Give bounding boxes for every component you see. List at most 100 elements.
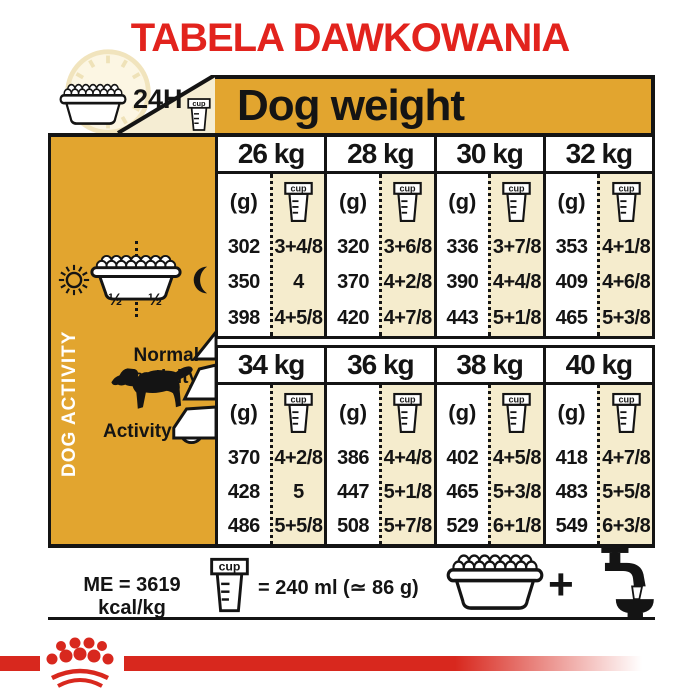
svg-text:cup: cup xyxy=(509,183,526,193)
cups-value: 4+5/8 xyxy=(274,306,323,329)
grams-value: 447 xyxy=(337,480,369,503)
crown-paw-logo xyxy=(44,636,124,688)
weight-column: (g) 302 350 398 cup 3+4/8 4 4+5/8 xyxy=(218,174,328,336)
grams-value: 386 xyxy=(337,446,369,469)
cups-value: 5+1/8 xyxy=(492,306,542,329)
grams-value: 465 xyxy=(446,480,479,503)
bowl-half-right-label: ½ xyxy=(147,290,162,309)
cups-value: 4+2/8 xyxy=(383,271,433,294)
half-half-bowl-icon: ½ ½ xyxy=(87,253,185,319)
cups-value: 3+6/8 xyxy=(383,236,433,259)
grams-subcolumn: (g) 336 390 443 xyxy=(437,174,489,336)
cups-subcolumn: cup 3+4/8 4 4+5/8 xyxy=(269,174,325,336)
cup-icon: cup xyxy=(185,97,213,132)
cups-value: 4+4/8 xyxy=(492,271,542,294)
svg-text:cup: cup xyxy=(290,183,307,193)
weight-column: (g) 320 370 420 cup 3+6/8 4+2/8 4+7/8 xyxy=(327,174,437,336)
grams-subcolumn: (g) 402 465 529 xyxy=(437,385,489,544)
weight-header-cell: 30 kg xyxy=(437,137,546,171)
weight-header-cell: 40 kg xyxy=(565,349,634,380)
red-bar-left xyxy=(0,656,40,671)
cups-value: 4+7/8 xyxy=(602,446,651,469)
grams-unit-label: (g) xyxy=(339,400,368,425)
dog-activity-sidebar: DOG ACTIVITY ½ ½ Normal activity Activit… xyxy=(48,133,218,548)
svg-text:cup: cup xyxy=(618,394,635,404)
svg-text:cup: cup xyxy=(290,394,307,404)
grams-subcolumn: (g) 370 428 486 xyxy=(218,385,270,544)
cups-subcolumn: cup 4+1/8 4+6/8 5+3/8 xyxy=(597,174,652,336)
cups-subcolumn: cup 4+4/8 5+1/8 5+7/8 xyxy=(378,385,434,544)
grams-unit-label: (g) xyxy=(448,189,477,214)
grams-value: 428 xyxy=(227,480,260,503)
food-bowl-icon xyxy=(443,552,547,614)
plus-sign: + xyxy=(548,560,574,609)
grams-value: 529 xyxy=(446,515,479,538)
me-kcal-label: ME = 3619 kcal/kg xyxy=(83,574,181,619)
weight-body-row: (g) 370 428 486 cup 4+2/8 5 5+5/8 (g) 386 447 508… xyxy=(218,385,652,544)
grams-value: 370 xyxy=(227,446,260,469)
grams-value: 418 xyxy=(555,446,588,469)
weight-header-row: 34 kg 36 kg 38 kg 40 kg xyxy=(218,348,652,385)
cups-subcolumn: cup 4+7/8 5+5/8 6+3/8 xyxy=(597,385,652,544)
grams-subcolumn: (g) 353 409 465 xyxy=(546,174,598,336)
cups-value: 4+6/8 xyxy=(602,271,651,294)
diagonal-divider xyxy=(116,75,215,133)
grams-value: 302 xyxy=(227,236,260,259)
grams-value: 465 xyxy=(555,306,588,329)
cup-icon: cup xyxy=(206,556,253,614)
grams-value: 486 xyxy=(227,515,260,538)
food-bowl-icon xyxy=(87,253,185,304)
grams-value: 508 xyxy=(337,515,369,538)
red-bar-right xyxy=(124,656,658,671)
grams-value: 350 xyxy=(227,271,260,294)
cups-value: 5+5/8 xyxy=(602,480,651,503)
svg-text:cup: cup xyxy=(400,183,417,193)
cups-value: 4+7/8 xyxy=(383,306,433,329)
weight-header-cell: 34 kg xyxy=(218,348,328,382)
grams-unit-label: (g) xyxy=(557,400,586,425)
page-title: TABELA DAWKOWANIA xyxy=(130,16,571,60)
grams-value: 320 xyxy=(337,236,369,259)
grams-unit-label: (g) xyxy=(557,189,586,214)
sun-icon xyxy=(57,263,91,297)
cups-value: 4+4/8 xyxy=(383,446,433,469)
cups-value: 3+4/8 xyxy=(274,236,323,259)
grams-unit-label: (g) xyxy=(339,189,368,214)
weight-column: (g) 402 465 529 cup 4+5/8 5+3/8 6+1/8 xyxy=(437,385,546,544)
svg-text:cup: cup xyxy=(618,183,635,193)
grams-value: 402 xyxy=(446,446,479,469)
svg-text:cup: cup xyxy=(400,394,417,404)
dog-weight-label: Dog weight xyxy=(237,81,465,130)
dog-activity-vertical-label: DOG ACTIVITY xyxy=(59,330,80,477)
weight-column: (g) 336 390 443 cup 3+7/8 4+4/8 5+1/8 xyxy=(437,174,546,336)
cups-value: 5 xyxy=(293,480,304,503)
grams-value: 336 xyxy=(446,236,479,259)
grams-subcolumn: (g) 418 483 549 xyxy=(546,385,598,544)
grams-value: 390 xyxy=(446,271,479,294)
grams-value: 409 xyxy=(555,271,588,294)
weight-column: (g) 386 447 508 cup 4+4/8 5+1/8 5+7/8 xyxy=(327,385,437,544)
footer-divider-line xyxy=(48,617,655,620)
cups-value: 4+2/8 xyxy=(274,446,323,469)
cups-subcolumn: cup 3+7/8 4+4/8 5+1/8 xyxy=(488,174,543,336)
grams-value: 483 xyxy=(555,480,588,503)
weight-header-cell: 28 kg xyxy=(327,137,437,171)
cups-value: 3+7/8 xyxy=(492,236,542,259)
weight-body-row: (g) 302 350 398 cup 3+4/8 4 4+5/8 (g) 320 370 420… xyxy=(218,174,652,336)
cups-subcolumn: cup 4+5/8 5+3/8 6+1/8 xyxy=(488,385,543,544)
grams-unit-label: (g) xyxy=(229,189,258,214)
bowl-half-left-label: ½ xyxy=(108,290,123,309)
food-bowl-24h-icon xyxy=(57,82,129,128)
activity-label: Activity xyxy=(103,420,172,442)
weight-header-row: 26 kg 28 kg 30 kg 32 kg xyxy=(218,137,652,174)
weight-column: (g) 418 483 549 cup 4+7/8 5+5/8 6+3/8 xyxy=(546,385,652,544)
cups-value: 4 xyxy=(293,271,304,294)
cup-equivalence-label: = 240 ml (≃ 86 g) xyxy=(258,577,419,599)
grams-subcolumn: (g) 386 447 508 xyxy=(327,385,379,544)
weight-header-cell: 26 kg xyxy=(218,137,328,171)
grams-value: 420 xyxy=(337,306,369,329)
grams-unit-label: (g) xyxy=(229,400,258,425)
cup-icon: cup xyxy=(600,174,652,230)
grams-value: 443 xyxy=(446,306,479,329)
cup-icon: cup xyxy=(382,174,434,230)
